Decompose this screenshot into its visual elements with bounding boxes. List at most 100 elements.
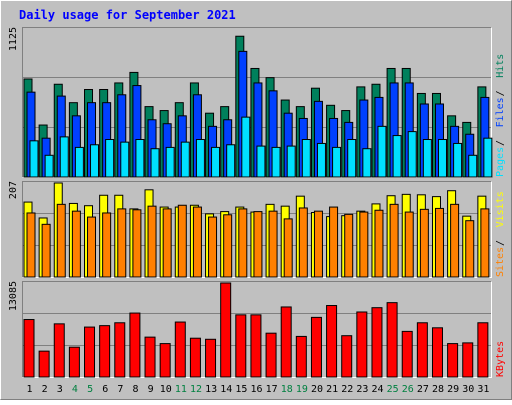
day-label-2: 2 xyxy=(42,384,48,395)
bar-sites-day-26 xyxy=(404,211,414,278)
day-label-20: 20 xyxy=(311,384,323,395)
day-label-26: 26 xyxy=(402,384,414,395)
day-label-4: 4 xyxy=(72,384,78,395)
panel-1-max-label: 1125 xyxy=(8,27,19,51)
bar-sites-day-20 xyxy=(313,210,323,278)
axis-label-separator: / xyxy=(495,140,506,146)
bar-sites-day-21 xyxy=(329,206,339,278)
bar-pages-day-1 xyxy=(29,140,39,178)
bar-sites-day-10 xyxy=(162,208,172,278)
day-label-13: 13 xyxy=(205,384,217,395)
bar-sites-day-4 xyxy=(71,210,81,278)
bar-pages-day-30 xyxy=(468,154,478,178)
bar-kbytes-day-13 xyxy=(205,338,217,378)
bar-sites-day-30 xyxy=(465,220,475,278)
bar-pages-day-13 xyxy=(211,146,221,178)
day-label-15: 15 xyxy=(235,384,247,395)
panel-2-max-label: 207 xyxy=(8,181,19,199)
day-label-22: 22 xyxy=(341,384,353,395)
bar-sites-day-5 xyxy=(87,216,97,278)
bar-sites-day-22 xyxy=(344,213,354,278)
bar-pages-day-20 xyxy=(316,142,326,178)
bar-pages-day-23 xyxy=(362,148,372,178)
bar-pages-day-14 xyxy=(226,144,236,178)
bar-sites-day-14 xyxy=(223,214,233,278)
bar-sites-day-16 xyxy=(253,211,263,278)
panel-2-bevel-dark xyxy=(22,181,492,278)
bar-sites-day-12 xyxy=(192,206,202,278)
panel-3-max-label: 13085 xyxy=(8,281,19,311)
bar-sites-day-13 xyxy=(208,216,218,278)
panel-3-bevel-dark xyxy=(22,281,492,378)
day-label-28: 28 xyxy=(432,384,444,395)
day-label-11: 11 xyxy=(175,384,187,395)
bar-pages-day-2 xyxy=(44,154,54,178)
bar-kbytes-day-22 xyxy=(341,335,353,378)
bar-kbytes-day-27 xyxy=(416,322,428,378)
day-label-1: 1 xyxy=(27,384,33,395)
day-label-17: 17 xyxy=(266,384,278,395)
bar-kbytes-day-23 xyxy=(356,311,368,378)
day-label-18: 18 xyxy=(281,384,293,395)
bar-kbytes-day-31 xyxy=(477,322,489,378)
day-label-16: 16 xyxy=(250,384,262,395)
bar-pages-day-10 xyxy=(165,146,175,178)
bar-sites-day-1 xyxy=(26,212,36,278)
bar-sites-day-19 xyxy=(298,207,308,278)
bar-sites-day-28 xyxy=(434,207,444,278)
bar-pages-day-9 xyxy=(150,148,160,178)
bar-sites-day-11 xyxy=(177,204,187,278)
bar-sites-day-23 xyxy=(359,211,369,278)
day-label-19: 19 xyxy=(296,384,308,395)
bar-sites-day-8 xyxy=(132,209,142,278)
bar-pages-day-16 xyxy=(256,145,266,178)
bar-kbytes-day-3 xyxy=(53,323,65,378)
day-label-7: 7 xyxy=(117,384,123,395)
axis-label-separator: / xyxy=(495,240,506,246)
bar-pages-day-7 xyxy=(120,141,130,178)
chart-title: Daily usage for September 2021 xyxy=(19,8,236,22)
axis-label-pages: Pages xyxy=(495,147,506,177)
day-label-27: 27 xyxy=(417,384,429,395)
bar-kbytes-day-24 xyxy=(371,307,383,378)
bar-pages-day-8 xyxy=(135,139,145,178)
bar-pages-day-15 xyxy=(241,116,251,178)
axis-label-visits: Visits xyxy=(495,191,506,227)
day-label-9: 9 xyxy=(148,384,154,395)
day-label-6: 6 xyxy=(102,384,108,395)
bar-sites-day-15 xyxy=(238,208,248,278)
bar-kbytes-day-4 xyxy=(68,346,80,378)
day-label-24: 24 xyxy=(372,384,384,395)
bar-pages-day-3 xyxy=(59,136,69,178)
bar-kbytes-day-8 xyxy=(129,312,141,378)
bar-kbytes-day-15 xyxy=(235,314,247,378)
bar-pages-day-17 xyxy=(271,146,281,178)
bar-pages-day-19 xyxy=(301,139,311,178)
bar-kbytes-day-11 xyxy=(174,321,186,378)
bar-kbytes-day-19 xyxy=(295,335,307,378)
bar-pages-day-24 xyxy=(377,125,387,178)
bar-kbytes-day-30 xyxy=(462,342,474,378)
axis-label-separator: / xyxy=(495,90,506,96)
bar-sites-day-9 xyxy=(147,205,157,278)
bar-kbytes-day-21 xyxy=(326,305,338,378)
bar-kbytes-day-29 xyxy=(447,343,459,378)
bar-pages-day-18 xyxy=(286,145,296,178)
day-label-3: 3 xyxy=(57,384,63,395)
day-label-21: 21 xyxy=(326,384,338,395)
bar-sites-day-24 xyxy=(374,209,384,278)
bar-kbytes-day-28 xyxy=(431,327,443,378)
bar-kbytes-day-17 xyxy=(265,332,277,378)
day-label-25: 25 xyxy=(387,384,399,395)
bar-kbytes-day-9 xyxy=(144,336,156,378)
bar-sites-day-2 xyxy=(41,223,51,278)
bar-sites-day-27 xyxy=(419,208,429,278)
day-label-10: 10 xyxy=(160,384,172,395)
bar-pages-day-12 xyxy=(195,139,205,178)
bar-kbytes-day-25 xyxy=(386,302,398,378)
bar-pages-day-31 xyxy=(483,137,493,178)
day-label-30: 30 xyxy=(462,384,474,395)
bar-sites-day-17 xyxy=(268,210,278,278)
